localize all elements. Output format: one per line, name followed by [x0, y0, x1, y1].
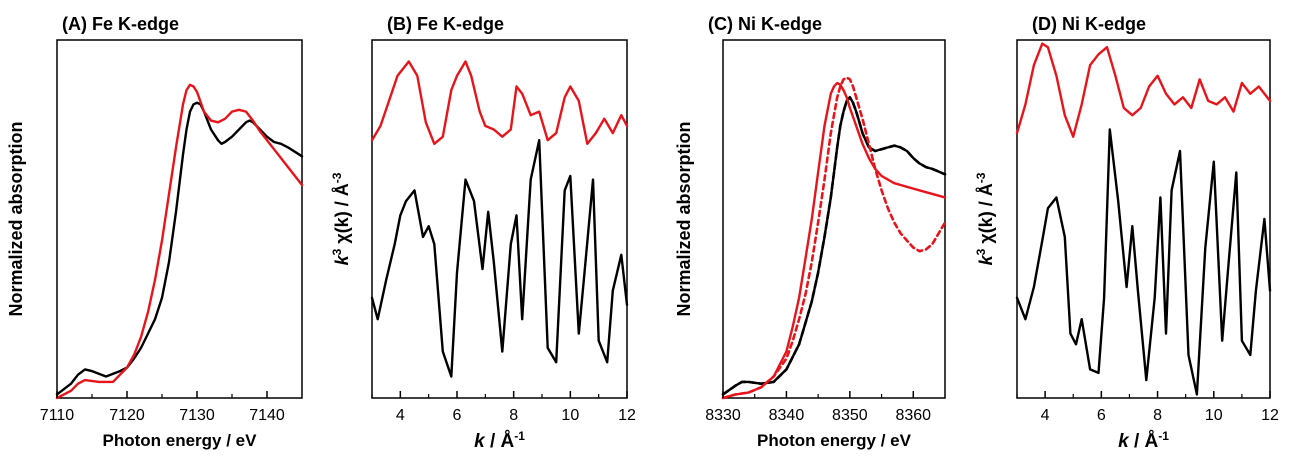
series-line-0: [370, 60, 629, 145]
series-line-0: [1015, 42, 1272, 138]
x-axis-label: k / Å-1: [474, 429, 525, 452]
x-tick-label: 8: [509, 407, 518, 424]
series-line-1: [370, 139, 629, 378]
series-line-1: [55, 83, 304, 400]
x-tick-label: 10: [561, 407, 579, 424]
y-axis-label: Normalized absorption: [6, 121, 26, 316]
x-axis-label: Photon energy / eV: [103, 431, 258, 450]
x-axis-label: Photon energy / eV: [757, 431, 912, 450]
panel-title: (B) Fe K-edge: [387, 14, 504, 34]
y-axis-label: Normalized absorption: [674, 121, 694, 316]
x-tick-label: 8330: [705, 407, 741, 424]
y-axis-label: k3 χ(k) / Å-3: [330, 172, 352, 265]
plot-frame: [722, 39, 946, 399]
x-tick-label: 12: [1261, 407, 1279, 424]
x-tick-label: 8: [1153, 407, 1162, 424]
series-line-2: [721, 81, 947, 400]
plot-frame: [1016, 39, 1271, 399]
x-tick-label: 6: [1097, 407, 1106, 424]
x-tick-label: 7140: [249, 407, 285, 424]
series-line-1: [1015, 128, 1272, 396]
x-tick-label: 8340: [769, 407, 805, 424]
x-tick-label: 7110: [40, 407, 75, 424]
plot-frame: [371, 39, 628, 399]
series-line-3: [721, 76, 947, 400]
x-tick-label: 8360: [895, 407, 931, 424]
x-tick-label: 7130: [179, 407, 215, 424]
series-line-0: [55, 101, 304, 396]
panel-title: (A) Fe K-edge: [62, 14, 179, 34]
panel-d: 4 6 8 10 12 (D) Ni K-edge k / Å-1 k3 χ(k) / Å-3: [974, 14, 1279, 452]
panel-c: 8330 8340 8350 8360 (C) Ni K-edge Photon ener…: [674, 14, 947, 450]
x-tick-label: 7120: [109, 407, 145, 424]
plot-frame: [56, 39, 303, 399]
x-tick-label: 8350: [832, 407, 868, 424]
x-tick-label: 10: [1205, 407, 1223, 424]
y-axis-label: k3 χ(k) / Å-3: [974, 172, 996, 265]
x-tick-label: 6: [453, 407, 462, 424]
panel-b: 4 6 8 10 12 (B) Fe K-edge k / Å-1 k3 χ(k) / Å-3: [330, 14, 636, 452]
panel-title: (D) Ni K-edge: [1032, 14, 1146, 34]
x-tick-label: 4: [396, 407, 405, 424]
x-tick-label: 4: [1041, 407, 1050, 424]
panel-title: (C) Ni K-edge: [708, 14, 822, 34]
panel-a: 7110 7120 7130 7140 (A) Fe K-edge Photon ener…: [6, 14, 304, 450]
x-tick-label: 12: [618, 407, 636, 424]
x-axis-label: k / Å-1: [1118, 429, 1169, 452]
